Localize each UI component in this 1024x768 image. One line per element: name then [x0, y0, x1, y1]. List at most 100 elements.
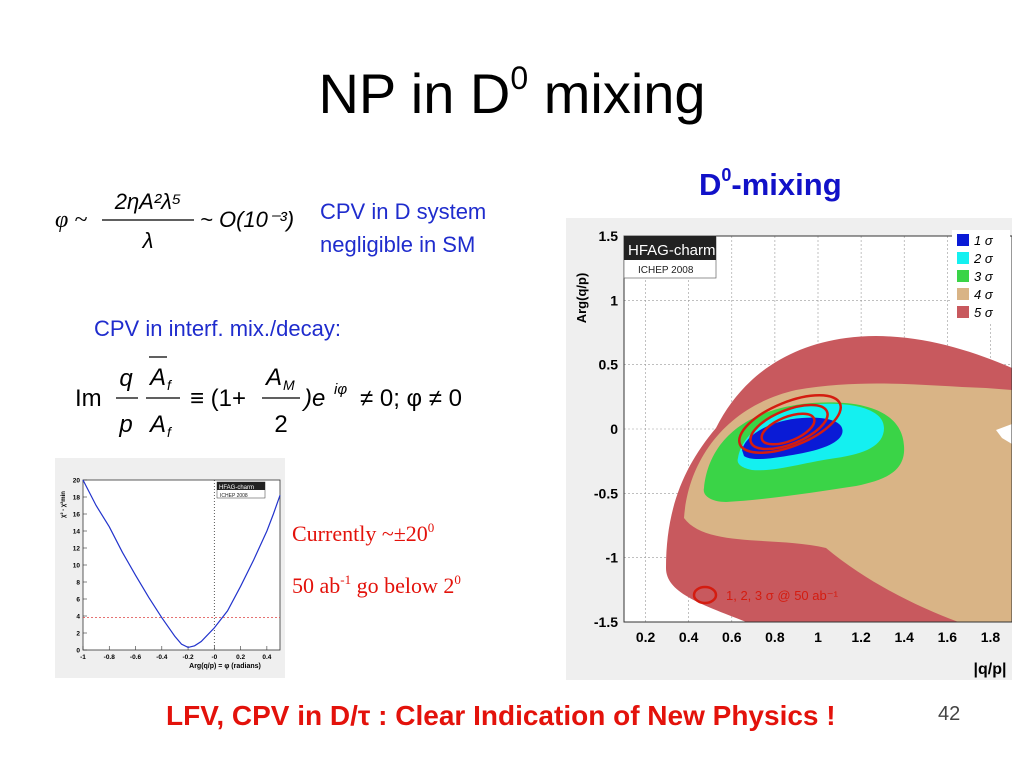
chi2-scan-plot: -1 -0.8 -0.6 -0.4 -0.2 -0 0.2 0.420181614121086… — [55, 458, 285, 678]
eq2-exp-sup: iφ — [334, 381, 347, 398]
cpv-sm-note: CPV in D system negligible in SM — [320, 195, 486, 261]
chi2-ytick-label: 10 — [73, 563, 81, 570]
eq2-am-sub: M — [283, 377, 295, 393]
chi2-badge-header — [217, 482, 265, 490]
chi2-xtick-label: -1 — [80, 654, 86, 661]
cpv-interference-note: CPV in interf. mix./decay: — [94, 316, 341, 341]
chi2-ytick-label: 4 — [76, 614, 80, 621]
chi2-xtick-label: -0.6 — [130, 654, 142, 661]
chi2-xlabel: Arg(q/p) = φ (radians) — [189, 663, 261, 670]
chi2-ytick-label: 8 — [76, 580, 80, 587]
legend-swatch — [957, 270, 969, 282]
eq2-p: p — [118, 411, 132, 438]
contour-xtick-label: 0.2 — [636, 629, 656, 645]
chi2-xtick-label: 0.4 — [262, 654, 271, 661]
hfag-badge-header — [624, 236, 716, 260]
chi2-xtick-label: 0.2 — [236, 654, 245, 661]
chi2-ytick-label: 12 — [73, 546, 81, 553]
eq2-abar-sub: f — [167, 377, 173, 393]
title-superscript: 0 — [510, 60, 529, 96]
eq1-lhs: φ ~ — [55, 207, 87, 233]
chi2-plot-area — [82, 479, 281, 651]
legend-swatch — [957, 252, 969, 264]
cpv-interference-equation: Im q p A f A f ≡ (1+ A M 2 )e iφ ≠ 0; φ … — [75, 356, 462, 440]
chi2-badge-subtitle: ICHEP 2008 — [220, 493, 248, 499]
contour-ytick-label: -0.5 — [594, 485, 618, 501]
legend-label: 4 σ — [974, 287, 994, 302]
eq1-denominator: λ — [142, 228, 154, 253]
chi2-curve — [82, 479, 281, 649]
contour-notch — [996, 424, 1012, 444]
contour-ytick-label: -1.5 — [594, 614, 618, 630]
hfag-badge-title: HFAG-charm — [628, 242, 716, 259]
mixing-heading-sup: 0 — [721, 165, 732, 185]
cpv-note-line1: CPV in D system — [320, 199, 487, 224]
eq2-a-sub: f — [167, 424, 173, 440]
contour-plot-border — [623, 235, 1012, 623]
contour-xtick-label: 0.6 — [722, 629, 742, 645]
contour-regions — [666, 336, 1012, 622]
chi2-xtick-label: -0.2 — [182, 654, 194, 661]
legend-label: 5 σ — [974, 305, 994, 320]
mixing-heading-tail: -mixing — [731, 167, 842, 202]
eq1-rhs: ~ O(10⁻³) — [200, 207, 294, 232]
title-tail: mixing — [528, 62, 706, 125]
eq2-exp-base: )e — [301, 385, 325, 412]
cpv-note-line2: negligible in SM — [320, 232, 476, 257]
contour-ytick-label: 0.5 — [599, 357, 619, 373]
chi2-xtick-label: -0.8 — [104, 654, 116, 661]
slide-title: NP in D0 mixing — [0, 62, 1024, 122]
contour-ytick-label: 1.5 — [599, 228, 619, 244]
chi2-xtick-label: -0.4 — [156, 654, 168, 661]
legend-swatch — [957, 306, 969, 318]
contour-xlabel: |q/p| — [974, 661, 1007, 678]
eq2-a: A — [148, 411, 166, 438]
projected-3sigma-ring — [738, 394, 842, 454]
contour-xtick-label: 1.6 — [938, 629, 958, 645]
chi2-ytick-label: 20 — [73, 478, 81, 485]
page-number: 42 — [938, 703, 961, 725]
legend-swatch — [957, 234, 969, 246]
legend-label: 1 σ — [974, 233, 994, 248]
future-precision-text-b: go below 2 — [351, 573, 455, 598]
chi2-ylabel: χ² - χ²min — [60, 491, 67, 518]
hfag-badge-subtitle: ICHEP 2008 — [638, 265, 694, 276]
future-precision-sup-b: 0 — [454, 572, 461, 587]
contour-xtick-label: 1 — [814, 629, 822, 645]
contour-xtick-label: 0.4 — [679, 629, 699, 645]
chi2-ytick-label: 6 — [76, 597, 80, 604]
legend-swatch — [957, 288, 969, 300]
projected-contours — [738, 394, 842, 454]
eq2-am: A — [264, 364, 282, 391]
legend-label: 3 σ — [974, 269, 994, 284]
contour-xtick-label: 1.2 — [851, 629, 871, 645]
title-text: NP in D — [318, 62, 511, 125]
projected-2sigma-ring — [749, 403, 829, 451]
eq1-numerator: 2ηA²λ⁵ — [114, 189, 182, 214]
chi2-ytick-label: 16 — [73, 512, 81, 519]
footer-conclusion: LFV, CPV in D/τ : Clear Indication of Ne… — [166, 700, 836, 731]
future-precision-sup-a: -1 — [340, 572, 352, 587]
future-precision: 50 ab-1 go below 20 — [292, 566, 461, 600]
eq2-im: Im — [75, 385, 102, 412]
current-precision-sup: 0 — [427, 520, 435, 535]
chi2-ytick-label: 0 — [76, 648, 80, 655]
future-precision-text-a: 50 ab — [292, 573, 341, 598]
chi2-ytick-label: 18 — [73, 495, 81, 502]
contour-tick-labels: 0.2 0.4 0.6 0.8 1 1.2 1.4 1.6 1.8 1.5 1 0.5 0 -0.5 -1 -… — [594, 228, 1001, 645]
chi2-ytick-label: 2 — [76, 631, 80, 638]
contour-ylabel: Arg(q/p) — [574, 273, 589, 324]
projected-1sigma-ring — [760, 412, 816, 446]
phase-equation: φ ~ 2ηA²λ⁵ λ ~ O(10⁻³) — [55, 189, 294, 253]
eq2-q: q — [119, 365, 133, 392]
chi2-tick-layer: -1 -0.8 -0.6 -0.4 -0.2 -0 0.2 0.420181614121086… — [73, 478, 272, 662]
contour-xtick-label: 1.8 — [981, 629, 1001, 645]
contour-ytick-label: 1 — [610, 292, 618, 308]
chi2-ytick-label: 14 — [73, 529, 81, 536]
contour-xtick-label: 0.8 — [765, 629, 785, 645]
contour-xtick-label: 1.4 — [894, 629, 914, 645]
eq2-end: ≠ 0; φ ≠ 0 — [360, 385, 462, 412]
eq2-abar: A — [148, 364, 166, 391]
contour-ytick-label: -1 — [606, 550, 619, 566]
current-precision: Currently ~±200 — [292, 514, 434, 548]
